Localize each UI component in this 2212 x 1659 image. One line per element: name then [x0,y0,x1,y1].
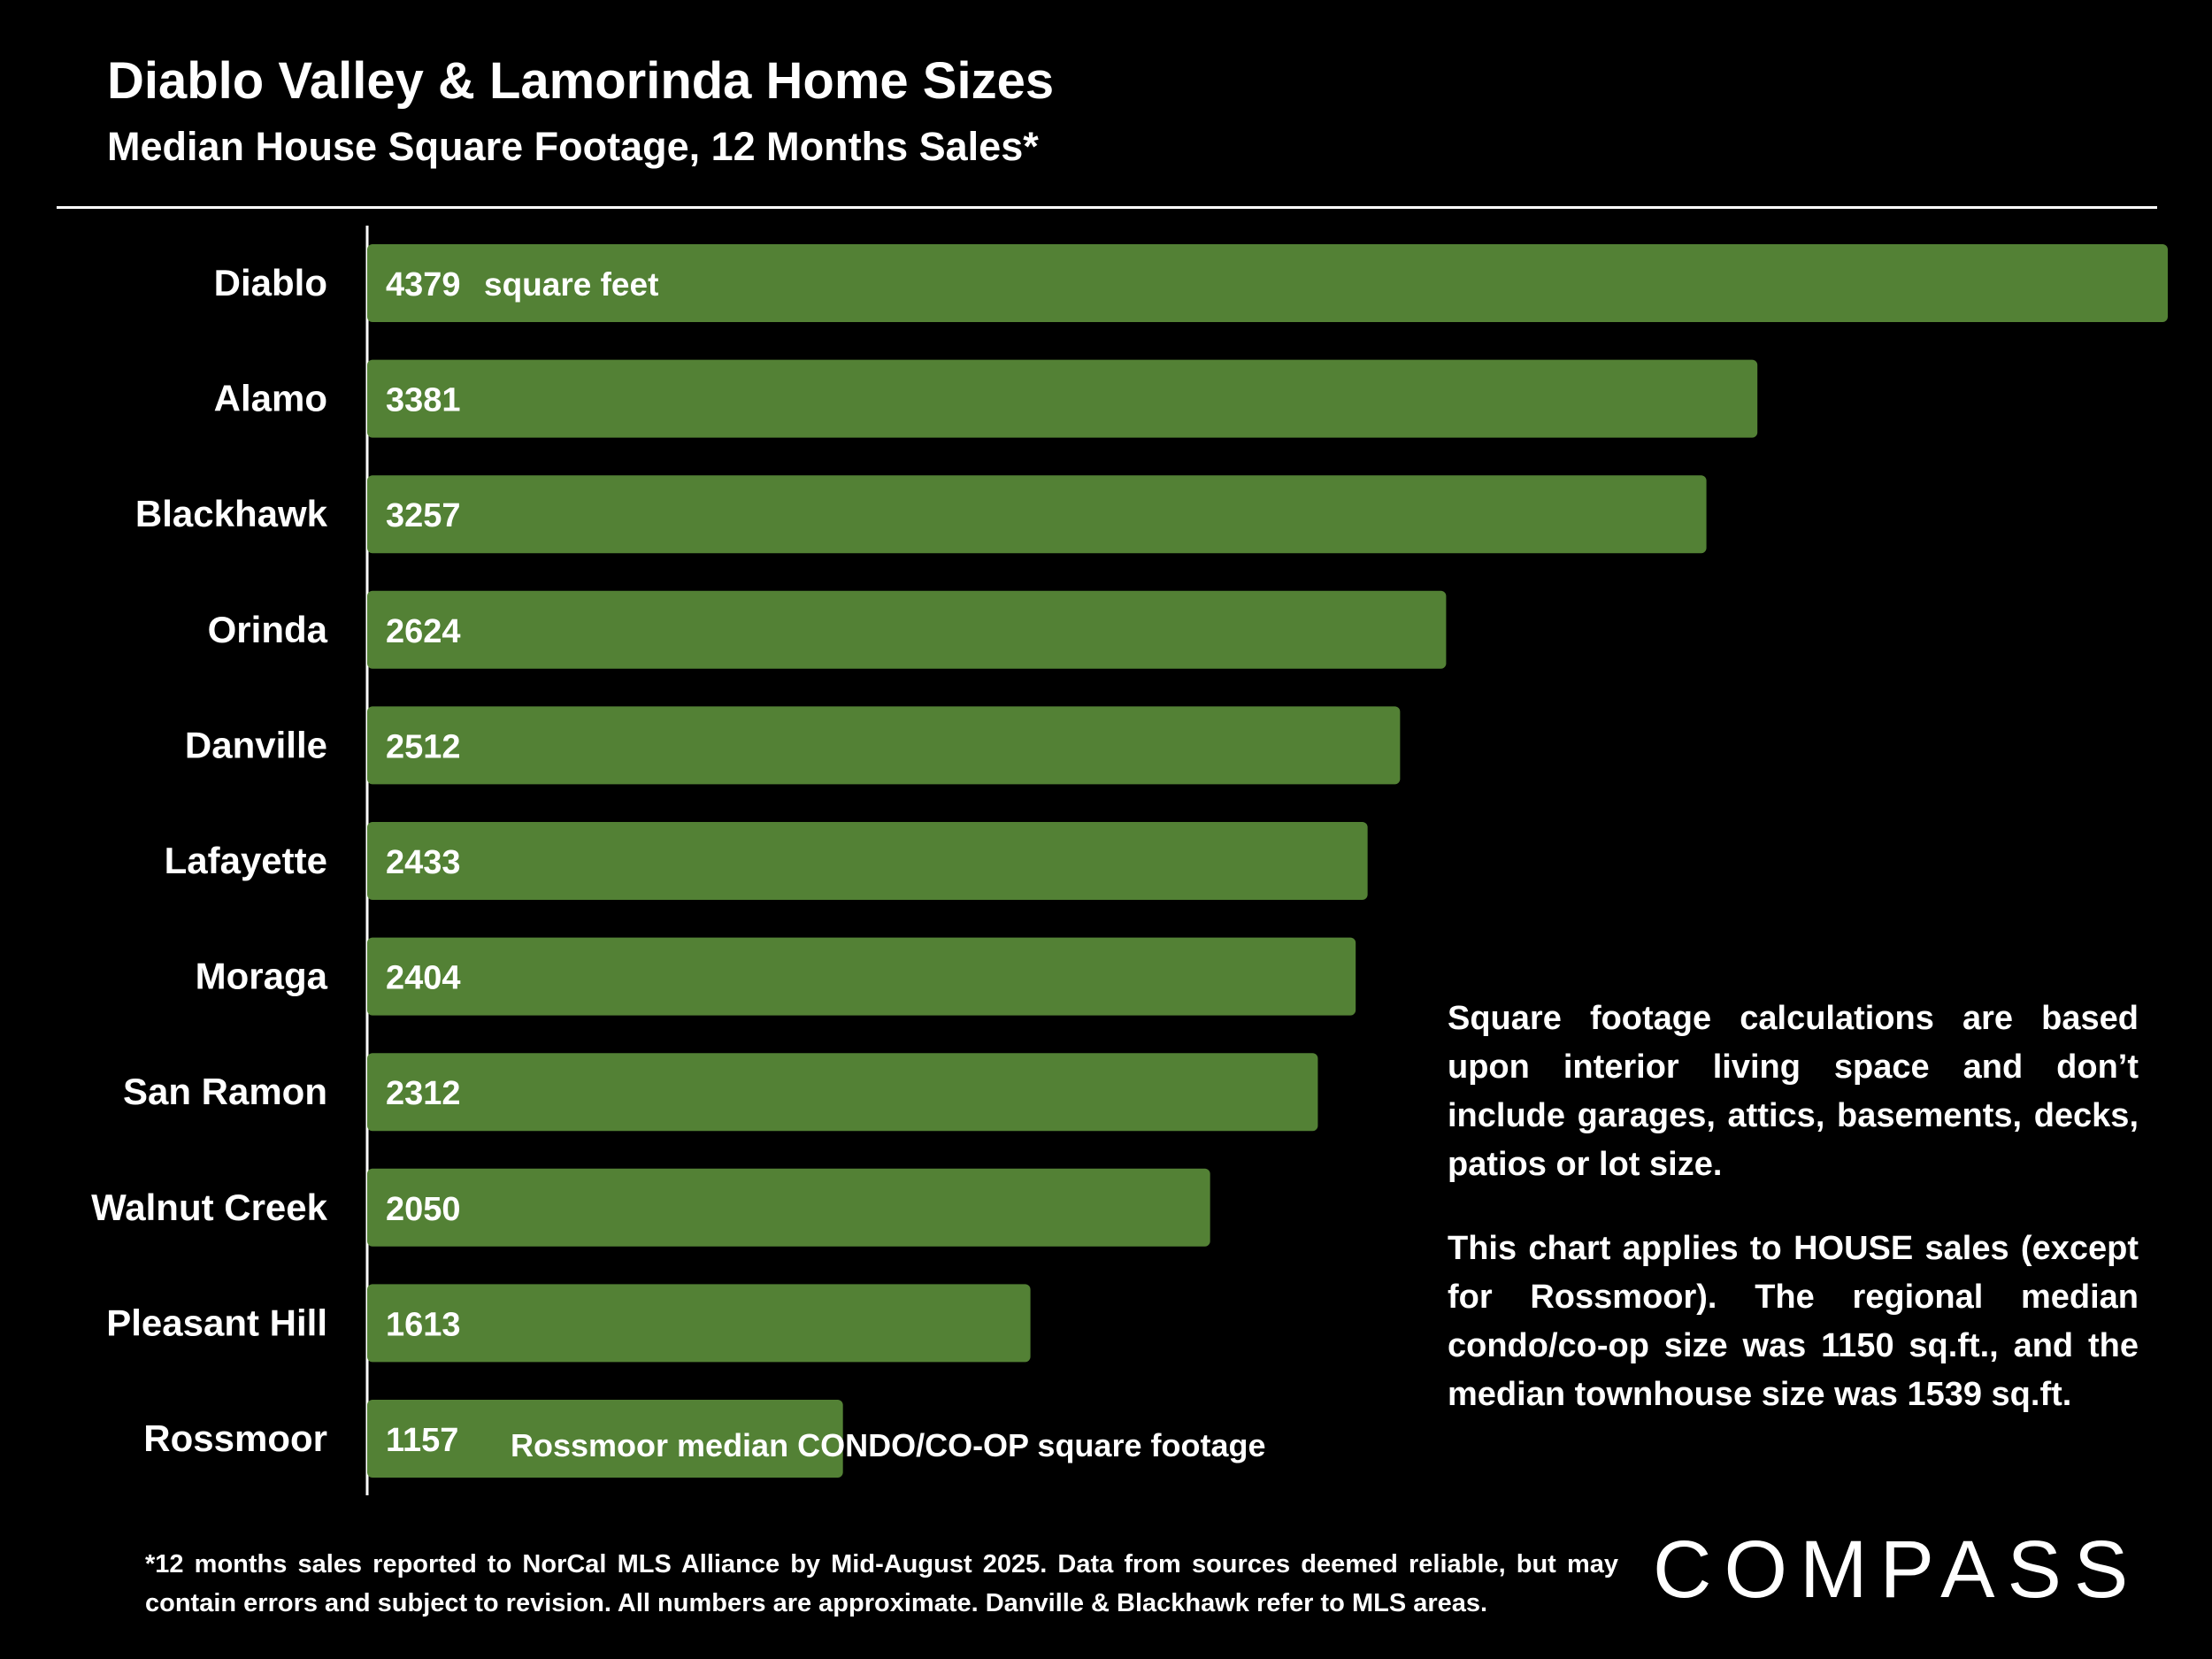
header-divider [57,206,2157,209]
bar-diablo [367,244,2168,322]
category-label: Blackhawk [135,493,328,534]
category-label: Lafayette [165,840,327,881]
house-sales-note: This chart applies to HOUSE sales (excep… [1448,1230,2139,1413]
category-label: San Ramon [123,1071,327,1112]
compass-logo: COMPASS [1653,1524,2140,1617]
data-label: 2624 [386,613,461,650]
square-footage-note: Square footage calculations are based up… [1448,1000,2139,1183]
category-label: Pleasant Hill [106,1302,327,1343]
chart-subtitle: Median House Square Footage, 12 Months S… [107,124,1039,169]
data-label: 2433 [386,844,461,881]
data-label: 2512 [386,728,461,765]
data-label: 1613 [386,1306,461,1343]
data-label: 1157 [386,1422,458,1459]
category-label: Alamo [214,378,327,419]
bar-san-ramon [367,1053,1318,1132]
compass-logo-text: COMPASS [1653,1525,2141,1615]
data-label: 2050 [386,1191,461,1228]
bar-chart: Diablo 4379 square feet Alamo 3381 Blackhawk 3… [91,226,2168,1495]
data-label: 4379 [386,266,461,303]
chart-title: Diablo Valley & Lamorinda Home Sizes [107,52,1055,110]
category-label: Rossmoor [143,1417,327,1459]
data-label: 2404 [386,960,461,997]
category-label: Walnut Creek [91,1187,327,1228]
bar-danville [367,706,1401,785]
category-label: Diablo [214,262,327,303]
bar-walnut-creek [367,1168,1210,1247]
bar-pleasant-hill [367,1284,1031,1363]
footnote: *12 months sales reported to NorCal MLS … [145,1550,1618,1617]
data-label: 3257 [386,497,461,534]
category-label: Orinda [208,609,328,650]
category-label: Moraga [196,956,328,997]
data-label: 3381 [386,382,461,419]
category-label: Danville [185,724,327,765]
bar-moraga [367,937,1356,1016]
bar-lafayette [367,822,1368,900]
bar-alamo [367,359,1758,438]
unit-label: square feet [484,266,658,303]
bar-orinda [367,590,1447,669]
rossmoor-annotation: Rossmoor median CONDO/CO-OP square foota… [511,1427,1265,1463]
bar-rossmoor [367,1400,843,1478]
bar-blackhawk [367,475,1707,554]
data-label: 2312 [386,1075,461,1112]
